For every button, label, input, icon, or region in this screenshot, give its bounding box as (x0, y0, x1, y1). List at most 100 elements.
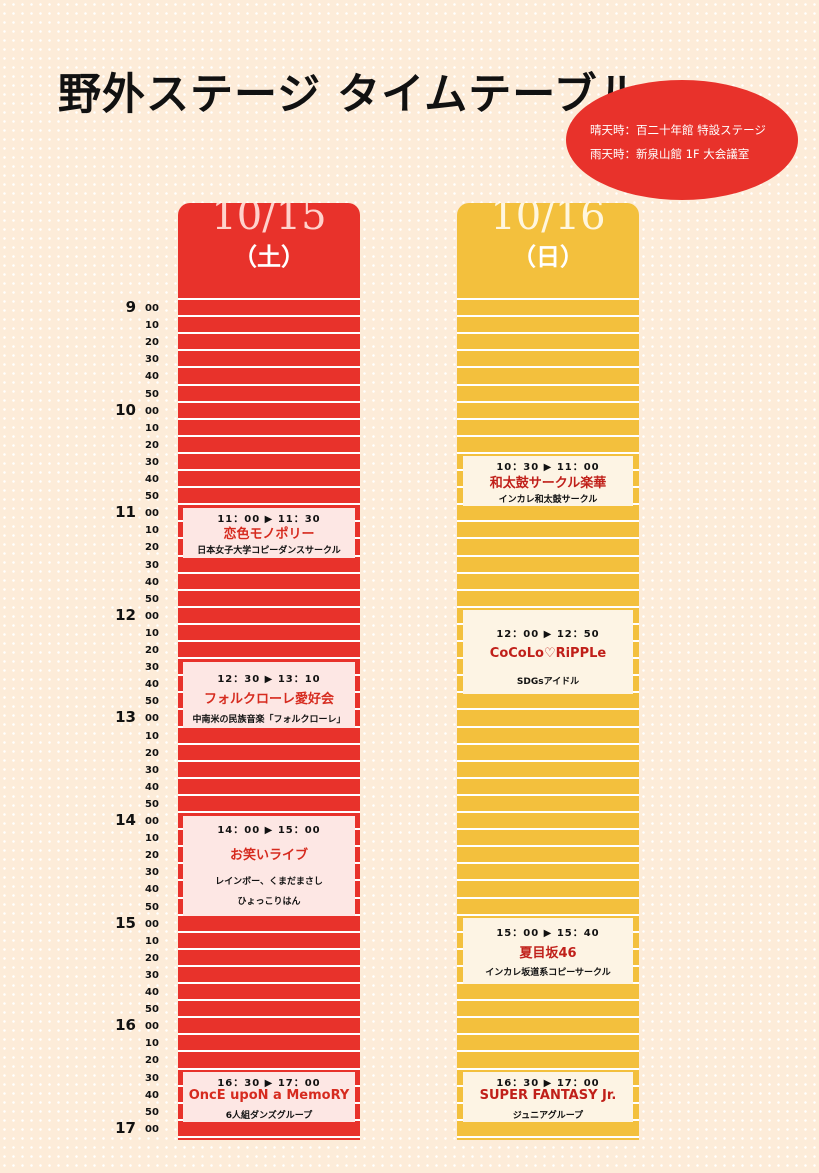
minute-label: 00 (145, 1021, 159, 1033)
minute-label: 00 (145, 1123, 159, 1135)
slot-divider (457, 366, 639, 369)
event-time: 10：30 ▶ 11：00 (496, 462, 600, 473)
slot-divider (178, 759, 360, 762)
slot-divider (457, 451, 639, 454)
venue-sunny: 晴天時：百二十年館 特設ステージ (590, 123, 766, 137)
slot-divider (457, 417, 639, 420)
slot-divider (457, 1033, 639, 1036)
slot-divider (457, 605, 639, 608)
page-title: 野外ステージ タイムテーブル (58, 70, 642, 120)
slot-divider (457, 828, 639, 831)
slot-divider (457, 400, 639, 403)
slot-divider (457, 742, 639, 745)
event-description: SDGsアイドル (516, 677, 580, 687)
slot-divider (178, 657, 360, 660)
slot-divider (457, 520, 639, 523)
event-card-sat-4[interactable]: 16：30 ▶ 17：00 OncE upoN a MemoRY 6人組ダンズグ… (183, 1072, 355, 1122)
minute-label: 20 (145, 439, 159, 451)
slot-divider (457, 315, 639, 318)
event-card-sun-2[interactable]: 12：00 ▶ 12：50 CoCoLo♡RiPPLe SDGsアイドル (463, 610, 633, 694)
slot-divider (457, 708, 639, 711)
event-time: 14：00 ▶ 15：00 (217, 825, 321, 836)
slot-divider (457, 571, 639, 574)
minute-label: 00 (145, 816, 159, 827)
minute-label: 30 (145, 764, 159, 776)
hour-label: 17 (115, 1118, 136, 1137)
event-card-sun-3[interactable]: 15：00 ▶ 15：40 夏目坂46 インカレ坂道系コピーサークル (463, 918, 633, 984)
slot-divider (457, 862, 639, 865)
slot-divider (457, 434, 639, 437)
minute-label: 30 (145, 1072, 159, 1084)
slot-divider (178, 469, 360, 471)
slot-divider (457, 913, 639, 916)
minute-label: 30 (145, 969, 159, 981)
sunday-weekday: （日） (512, 243, 584, 271)
slot-divider (457, 537, 639, 540)
slot-divider (178, 298, 360, 300)
venue-rainy: 雨天時：新泉山館 1F 大会議室 (590, 147, 750, 161)
slot-divider (178, 1135, 360, 1138)
slot-divider (457, 879, 639, 882)
slot-divider (457, 999, 639, 1002)
event-time: 12：00 ▶ 12：50 (496, 629, 600, 640)
slot-divider (178, 999, 360, 1002)
slot-divider (178, 383, 360, 386)
slot-divider (457, 554, 639, 557)
saturday-weekday: （土） (233, 243, 305, 271)
hour-label: 16 (115, 1016, 136, 1035)
slot-divider (457, 793, 639, 796)
slot-divider (178, 605, 360, 608)
venue-badge: 晴天時：百二十年館 特設ステージ 雨天時：新泉山館 1F 大会議室 (566, 80, 798, 200)
event-card-sun-1[interactable]: 10：30 ▶ 11：00 和太鼓サークル楽華 インカレ和太鼓サークル (463, 456, 633, 506)
minute-label: 30 (145, 456, 159, 468)
minute-label: 20 (145, 747, 159, 759)
slot-divider (178, 742, 360, 745)
minute-label: 00 (145, 508, 159, 520)
slot-divider (178, 640, 360, 642)
minute-label: 40 (145, 371, 159, 383)
slot-divider (178, 1067, 360, 1070)
hour-label: 14 (115, 811, 136, 829)
event-description: 日本女子大学コピーダンスサークル (197, 546, 341, 556)
event-time: 12：30 ▶ 13：10 (217, 674, 321, 685)
minute-label: 30 (145, 354, 159, 366)
slot-divider (178, 1033, 360, 1036)
slot-divider (178, 811, 360, 813)
slot-divider (178, 930, 360, 933)
event-name: 恋色モノポリー (223, 527, 315, 542)
event-name: フォルクローレ愛好会 (203, 692, 334, 707)
minute-label: 10 (145, 627, 159, 639)
hour-label: 12 (115, 605, 136, 624)
slot-divider (457, 383, 639, 386)
minute-label: 20 (145, 850, 159, 862)
minute-label: 00 (145, 303, 159, 314)
slot-divider (178, 793, 360, 796)
minute-label: 40 (145, 781, 159, 793)
minute-label: 30 (145, 867, 159, 879)
event-time: 16：30 ▶ 17：00 (496, 1078, 600, 1089)
slot-divider (178, 315, 360, 318)
slot-divider (457, 298, 639, 300)
event-card-sat-1[interactable]: 11：00 ▶ 11：30 恋色モノポリー 日本女子大学コピーダンスサークル (183, 508, 355, 558)
event-name: OncE upoN a MemoRY (188, 1088, 350, 1103)
event-card-sat-3[interactable]: 14：00 ▶ 15：00 お笑いライブ レインボー、くまだまさし ひょっこりは… (183, 816, 355, 916)
slot-divider (457, 588, 639, 591)
minute-label: 00 (145, 610, 159, 622)
minute-label: 10 (145, 730, 159, 742)
slot-divider (178, 1016, 360, 1019)
minute-label: 10 (145, 422, 159, 434)
minute-label: 50 (145, 696, 159, 708)
event-card-sun-4[interactable]: 16：30 ▶ 17：00 SUPER FANTASY Jr. ジュニアグループ (463, 1072, 633, 1122)
slot-divider (457, 1135, 639, 1138)
minute-label: 40 (145, 884, 159, 896)
slot-divider (178, 349, 360, 352)
hour-label: 10 (115, 400, 136, 419)
slot-divider (178, 622, 360, 625)
slot-divider (457, 776, 639, 779)
event-description: 中南米の民族音楽「フォルクローレ」 (192, 715, 346, 725)
event-card-sat-2[interactable]: 12：30 ▶ 13：10 フォルクローレ愛好会 中南米の民族音楽「フォルクロー… (183, 662, 355, 728)
hour-label: 15 (115, 913, 136, 932)
event-description: レインボー、くまだまさし (215, 877, 323, 887)
saturday-date: 10/15 (211, 203, 327, 239)
minute-label: 50 (145, 388, 159, 400)
